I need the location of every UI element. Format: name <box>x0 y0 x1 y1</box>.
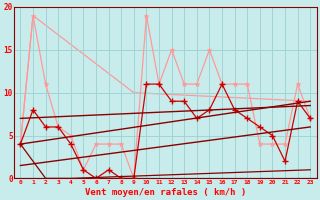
X-axis label: Vent moyen/en rafales ( km/h ): Vent moyen/en rafales ( km/h ) <box>85 188 246 197</box>
